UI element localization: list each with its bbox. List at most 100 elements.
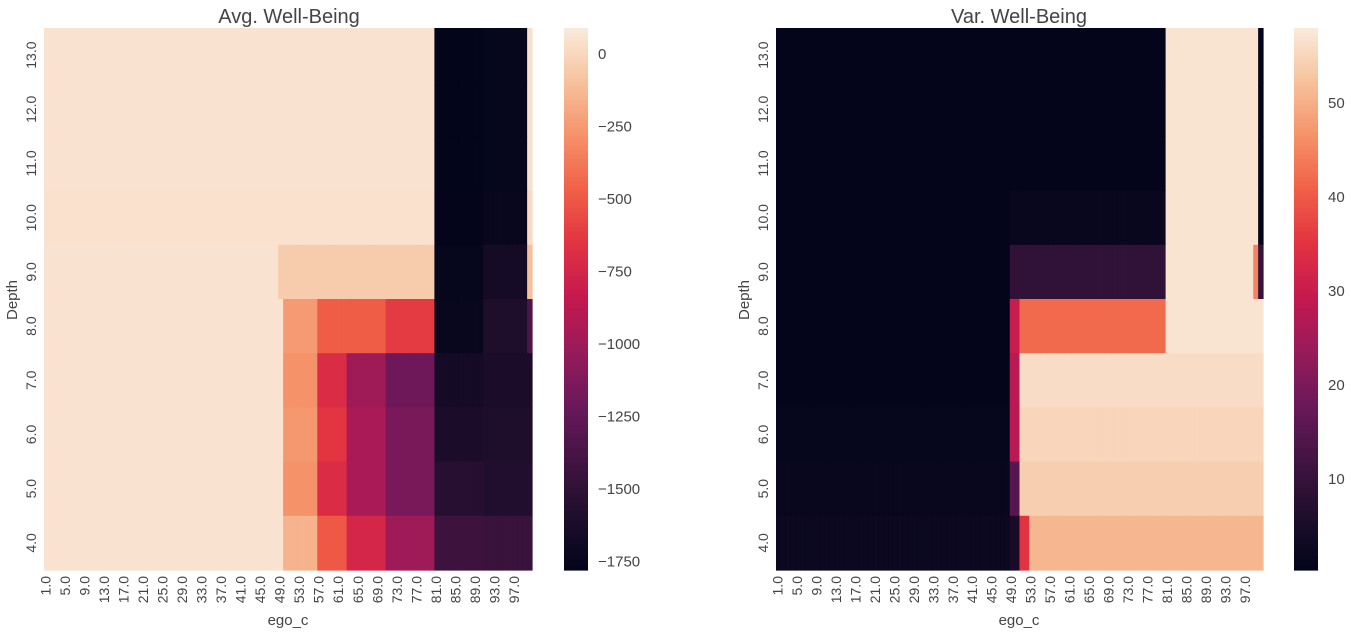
heatmap-cell	[1146, 515, 1152, 571]
heatmap-cell	[497, 82, 504, 137]
heatmap-cell	[931, 353, 938, 408]
heatmap-cell	[468, 353, 475, 408]
heatmap-cell	[370, 190, 377, 246]
colorbar-segment	[564, 317, 588, 323]
heatmap-cell	[1048, 244, 1055, 300]
heatmap-cell	[214, 28, 221, 83]
heatmap-cell	[810, 461, 816, 517]
heatmap-cell	[892, 136, 899, 192]
heatmap-cell	[434, 136, 440, 192]
heatmap-cell	[366, 28, 372, 83]
heatmap-cell	[790, 136, 797, 192]
heatmap-cell	[214, 515, 221, 571]
heatmap-cell	[327, 515, 333, 571]
heatmap-cell	[473, 136, 479, 192]
heatmap-cell	[844, 461, 850, 517]
heatmap-cell	[1165, 136, 1172, 192]
heatmap-cell	[146, 407, 152, 463]
y-tick-label: 9.0	[755, 262, 771, 282]
colorbar-segment	[1294, 303, 1318, 309]
heatmap-cell	[112, 407, 118, 463]
heatmap-cell	[209, 28, 216, 83]
heatmap-cell	[990, 136, 996, 192]
heatmap-cell	[878, 461, 884, 517]
heatmap-cell	[507, 407, 514, 463]
heatmap-cell	[434, 515, 440, 571]
heatmap-cell	[117, 299, 123, 354]
heatmap-cell	[858, 461, 865, 517]
heatmap-cell	[478, 82, 484, 137]
heatmap-cell	[83, 515, 89, 571]
heatmap-cell	[834, 190, 840, 246]
heatmap-cell	[1112, 82, 1118, 137]
heatmap-cell	[995, 353, 1001, 408]
heatmap-cell	[922, 407, 928, 463]
heatmap-cell	[1253, 515, 1259, 571]
heatmap-cell	[107, 515, 113, 571]
heatmap-cell	[78, 407, 84, 463]
heatmap-cell	[829, 407, 836, 463]
heatmap-cell	[1092, 244, 1099, 300]
heatmap-cell	[488, 136, 494, 192]
heatmap-cell	[356, 461, 362, 517]
colorbar-segment	[564, 497, 588, 503]
heatmap-cell	[107, 407, 113, 463]
heatmap-cell	[322, 407, 328, 463]
colorbar-segment	[564, 470, 588, 476]
heatmap-cell	[1194, 299, 1201, 354]
heatmap-cell	[449, 136, 455, 192]
heatmap-cell	[926, 136, 933, 192]
heatmap-cell	[1063, 190, 1069, 246]
heatmap-cell	[1258, 82, 1264, 137]
heatmap-cell	[970, 190, 977, 246]
colorbar-segment	[564, 32, 588, 38]
heatmap-cell	[361, 244, 367, 300]
heatmap-cell	[824, 28, 831, 83]
heatmap-cell	[341, 353, 348, 408]
heatmap-cell	[1038, 299, 1045, 354]
heatmap-cell	[126, 353, 133, 408]
heatmap-cell	[283, 136, 289, 192]
heatmap-cell	[931, 407, 938, 463]
heatmap-cell	[190, 515, 196, 571]
heatmap-cell	[512, 407, 518, 463]
heatmap-cell	[980, 28, 987, 83]
heatmap-cell	[405, 82, 411, 137]
heatmap-cell	[961, 299, 967, 354]
heatmap-cell	[468, 244, 475, 300]
colorbar-segment	[564, 362, 588, 368]
heatmap-cell	[346, 353, 353, 408]
heatmap-cell	[1180, 353, 1186, 408]
heatmap-cell	[1165, 461, 1172, 517]
heatmap-cell	[336, 407, 343, 463]
heatmap-cell	[1189, 515, 1196, 571]
heatmap-cell	[1116, 407, 1123, 463]
heatmap-cell	[849, 190, 855, 246]
heatmap-cell	[907, 407, 913, 463]
heatmap-cell	[146, 28, 152, 83]
heatmap-cell	[419, 28, 426, 83]
heatmap-cell	[1219, 244, 1225, 300]
heatmap-cell	[288, 515, 294, 571]
heatmap-cell	[1058, 136, 1064, 192]
heatmap-cell	[1199, 244, 1206, 300]
heatmap-cell	[488, 190, 494, 246]
heatmap-cell	[405, 136, 411, 192]
heatmap-cell	[1116, 461, 1123, 517]
heatmap-cell	[1126, 299, 1133, 354]
heatmap-cell	[336, 461, 343, 517]
heatmap-cell	[1029, 515, 1035, 571]
heatmap-cell	[1180, 461, 1186, 517]
heatmap-cell	[1034, 82, 1040, 137]
heatmap-cell	[975, 28, 982, 83]
x-tick-label: 73.0	[1120, 576, 1136, 603]
heatmap-cell	[1155, 136, 1162, 192]
heatmap-cell	[170, 353, 177, 408]
heatmap-cell	[1219, 461, 1225, 517]
heatmap-cell	[1185, 136, 1191, 192]
heatmap-cell	[1141, 244, 1147, 300]
heatmap-cell	[1004, 407, 1011, 463]
heatmap-cell	[83, 28, 89, 83]
heatmap-cell	[390, 136, 396, 192]
heatmap-cell	[483, 299, 489, 354]
